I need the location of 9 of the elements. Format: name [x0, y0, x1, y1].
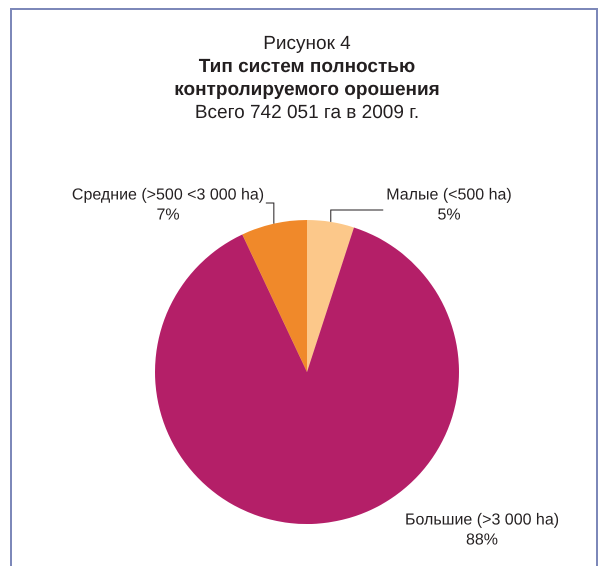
text: Рисунок 4 [262, 32, 352, 55]
chart-subtitle: Всего 742 051 га в 2009 г. [194, 101, 420, 124]
data-label: 88% [466, 531, 498, 548]
slice-label: Средние (>500 <3 000 ha) [72, 186, 264, 204]
data-label: 5% [437, 206, 461, 224]
data-label: 7% [156, 206, 180, 224]
slice-label: Большие (>3 000 ha) [404, 511, 560, 528]
slice-label: Малые (<500 ha) [386, 186, 512, 204]
chart-title: Тип систем полностью контролируемого орошения [173, 55, 441, 101]
